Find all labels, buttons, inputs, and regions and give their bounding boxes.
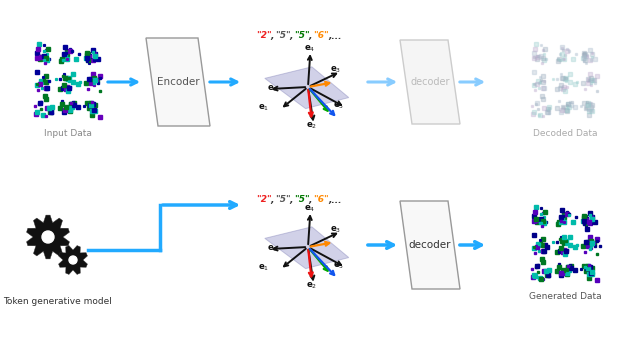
Text: Input Data: Input Data — [44, 129, 92, 138]
Text: ,: , — [289, 31, 293, 41]
Text: Encoder: Encoder — [157, 77, 199, 87]
Text: "5": "5" — [275, 195, 291, 204]
Text: $\mathbf{e}_2$: $\mathbf{e}_2$ — [306, 281, 317, 291]
Text: "5": "5" — [275, 31, 291, 41]
Polygon shape — [265, 227, 349, 269]
Text: Generated Data: Generated Data — [529, 292, 602, 301]
Text: $\mathbf{e}_2$: $\mathbf{e}_2$ — [306, 120, 317, 131]
Polygon shape — [400, 40, 460, 124]
Text: $\mathbf{e}_5$: $\mathbf{e}_5$ — [333, 101, 345, 111]
Text: $\mathbf{e}_6$: $\mathbf{e}_6$ — [267, 83, 278, 94]
Polygon shape — [400, 201, 460, 289]
Circle shape — [69, 256, 77, 264]
Text: ,...: ,... — [328, 31, 342, 41]
Text: "6": "6" — [314, 195, 330, 204]
Text: $\mathbf{e}_1$: $\mathbf{e}_1$ — [258, 263, 269, 273]
Text: Decoded Data: Decoded Data — [532, 129, 597, 138]
Text: decoder: decoder — [410, 77, 450, 87]
Text: $\mathbf{e}_3$: $\mathbf{e}_3$ — [330, 224, 341, 235]
Polygon shape — [146, 38, 210, 126]
Text: "5": "5" — [294, 195, 310, 204]
Text: ,: , — [270, 195, 274, 204]
Text: decoder: decoder — [409, 240, 451, 250]
Polygon shape — [26, 215, 70, 259]
Text: "5": "5" — [294, 31, 310, 41]
Text: Token generative model: Token generative model — [4, 297, 113, 306]
Text: $\mathbf{e}_4$: $\mathbf{e}_4$ — [304, 204, 316, 214]
Text: $\mathbf{e}_1$: $\mathbf{e}_1$ — [258, 102, 269, 113]
Text: "2": "2" — [256, 31, 272, 41]
Polygon shape — [265, 67, 349, 108]
Text: $\mathbf{e}_4$: $\mathbf{e}_4$ — [304, 44, 316, 54]
Text: ,: , — [270, 31, 274, 41]
Text: $\mathbf{e}_5$: $\mathbf{e}_5$ — [333, 261, 345, 271]
Text: ,...: ,... — [328, 195, 342, 204]
Text: "6": "6" — [314, 31, 330, 41]
Circle shape — [42, 231, 54, 243]
Text: $\mathbf{e}_6$: $\mathbf{e}_6$ — [267, 243, 278, 254]
Text: "2": "2" — [256, 195, 272, 204]
Text: ,: , — [289, 195, 293, 204]
Text: ,: , — [308, 195, 312, 204]
Text: $\mathbf{e}_3$: $\mathbf{e}_3$ — [330, 65, 341, 75]
Polygon shape — [59, 246, 88, 274]
Text: ,: , — [308, 31, 312, 41]
